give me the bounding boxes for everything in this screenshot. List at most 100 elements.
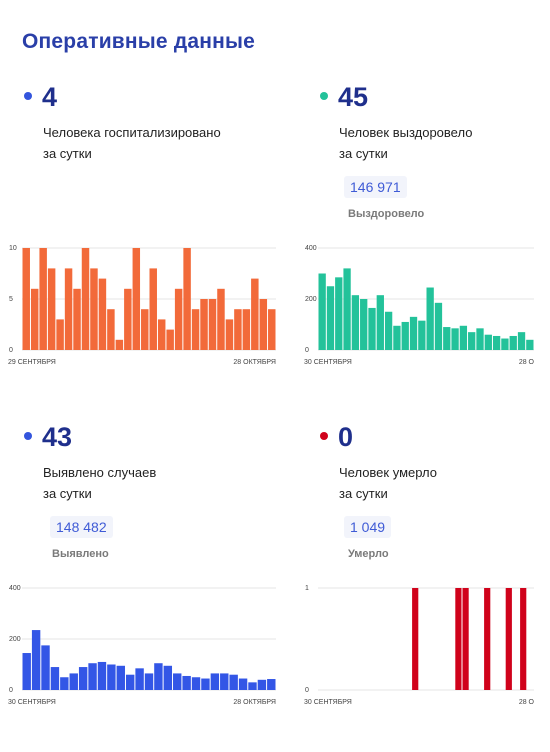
bar bbox=[505, 588, 512, 690]
bar bbox=[30, 288, 39, 350]
daily-caption: Выявлено случаев за сутки bbox=[43, 465, 157, 501]
bar bbox=[90, 268, 98, 350]
x-end-label: 28 ОКТЯБРЯ bbox=[233, 699, 276, 706]
total-badge: 146 971 bbox=[344, 176, 407, 198]
bar bbox=[97, 661, 107, 690]
bar bbox=[468, 332, 476, 350]
bar bbox=[141, 309, 149, 350]
bar bbox=[267, 679, 276, 690]
bar bbox=[98, 278, 107, 350]
bar bbox=[418, 320, 426, 350]
bar bbox=[107, 309, 115, 350]
page-title: Оперативные данные bbox=[22, 30, 256, 53]
panel-detected: 43 Выявлено случаев за сутки 148 482 Выя… bbox=[8, 412, 297, 752]
bar bbox=[154, 663, 163, 690]
y-tick-label: 1 bbox=[305, 585, 309, 592]
bar bbox=[173, 673, 182, 690]
bar bbox=[60, 677, 69, 690]
bar bbox=[234, 309, 242, 350]
y-tick-label: 0 bbox=[305, 687, 309, 694]
x-start-label: 29 СЕНТЯБРЯ bbox=[8, 359, 56, 366]
panel-died: 0 Человек умерло за сутки 1 049 Умерло 0… bbox=[304, 412, 550, 752]
x-end-label: 28 О bbox=[519, 359, 535, 366]
bar bbox=[384, 311, 393, 350]
bar bbox=[335, 277, 343, 350]
bar bbox=[157, 319, 166, 350]
daily-caption: Человека госпитализировано за сутки bbox=[43, 125, 221, 161]
bar bbox=[81, 248, 90, 350]
bar bbox=[88, 663, 97, 690]
bar bbox=[251, 278, 259, 350]
bar bbox=[242, 309, 251, 350]
bar bbox=[208, 299, 217, 350]
bar bbox=[174, 288, 183, 350]
bar bbox=[191, 309, 200, 350]
total-label: Выявлено bbox=[52, 548, 109, 560]
panel-hospitalized: 4 Человека госпитализировано за сутки 0 5… bbox=[8, 70, 297, 410]
bar bbox=[73, 288, 81, 350]
bar bbox=[434, 302, 443, 350]
bar bbox=[501, 338, 509, 350]
bar bbox=[115, 339, 124, 350]
y-tick-label: 0 bbox=[305, 347, 309, 354]
bar bbox=[78, 667, 88, 690]
status-dot bbox=[24, 92, 32, 100]
bar bbox=[191, 677, 201, 690]
total-label: Выздоровело bbox=[348, 208, 425, 220]
bar bbox=[257, 679, 267, 690]
bar bbox=[451, 328, 459, 350]
bar bbox=[22, 653, 31, 690]
bar bbox=[56, 319, 64, 350]
bar bbox=[39, 248, 47, 350]
bar bbox=[248, 682, 257, 690]
status-dot bbox=[320, 432, 328, 440]
x-start-label: 30 СЕНТЯБРЯ bbox=[304, 699, 352, 706]
y-tick-label: 400 bbox=[305, 245, 317, 252]
bar bbox=[229, 674, 238, 690]
x-end-label: 28 ОКТЯБРЯ bbox=[233, 359, 276, 366]
bar bbox=[50, 667, 60, 690]
bar bbox=[107, 664, 116, 690]
bar bbox=[455, 588, 462, 690]
bar bbox=[41, 645, 50, 691]
bar bbox=[200, 299, 208, 350]
bar bbox=[351, 295, 360, 350]
daily-caption: Человек выздоровело за сутки bbox=[339, 125, 473, 161]
total-label: Умерло bbox=[348, 548, 389, 560]
bar bbox=[22, 248, 30, 350]
bar bbox=[462, 588, 469, 690]
y-tick-label: 10 bbox=[9, 245, 17, 252]
bar bbox=[144, 673, 154, 690]
bar bbox=[220, 673, 229, 690]
bar bbox=[484, 334, 492, 350]
bar bbox=[459, 325, 468, 350]
bar bbox=[259, 299, 268, 350]
bar bbox=[182, 675, 191, 690]
bar bbox=[318, 273, 326, 350]
daily-count: 43 bbox=[42, 422, 73, 452]
bar bbox=[163, 665, 173, 690]
bar bbox=[526, 339, 534, 350]
bar bbox=[484, 588, 491, 690]
daily-count: 0 bbox=[338, 422, 354, 452]
bar bbox=[476, 328, 484, 350]
daily-caption: Человек умерло за сутки bbox=[339, 465, 437, 501]
y-tick-label: 0 bbox=[9, 347, 13, 354]
bar bbox=[225, 319, 234, 350]
bar bbox=[132, 248, 141, 350]
bar bbox=[149, 268, 157, 350]
hospitalized-chart: 0 5 10 29 СЕНТЯБРЯ 28 ОКТЯБРЯ bbox=[8, 245, 276, 366]
y-tick-label: 200 bbox=[305, 296, 317, 303]
bar bbox=[520, 588, 527, 690]
bar bbox=[326, 286, 335, 350]
bar bbox=[509, 335, 517, 350]
x-start-label: 30 СЕНТЯБРЯ bbox=[304, 359, 352, 366]
bar bbox=[343, 268, 351, 350]
bar bbox=[210, 673, 220, 690]
daily-count: 45 bbox=[338, 82, 369, 112]
bar bbox=[166, 329, 174, 350]
panel-recovered: 45 Человек выздоровело за сутки 146 971 … bbox=[304, 70, 550, 410]
bar bbox=[393, 325, 401, 350]
bar bbox=[183, 248, 191, 350]
bar bbox=[376, 295, 384, 350]
